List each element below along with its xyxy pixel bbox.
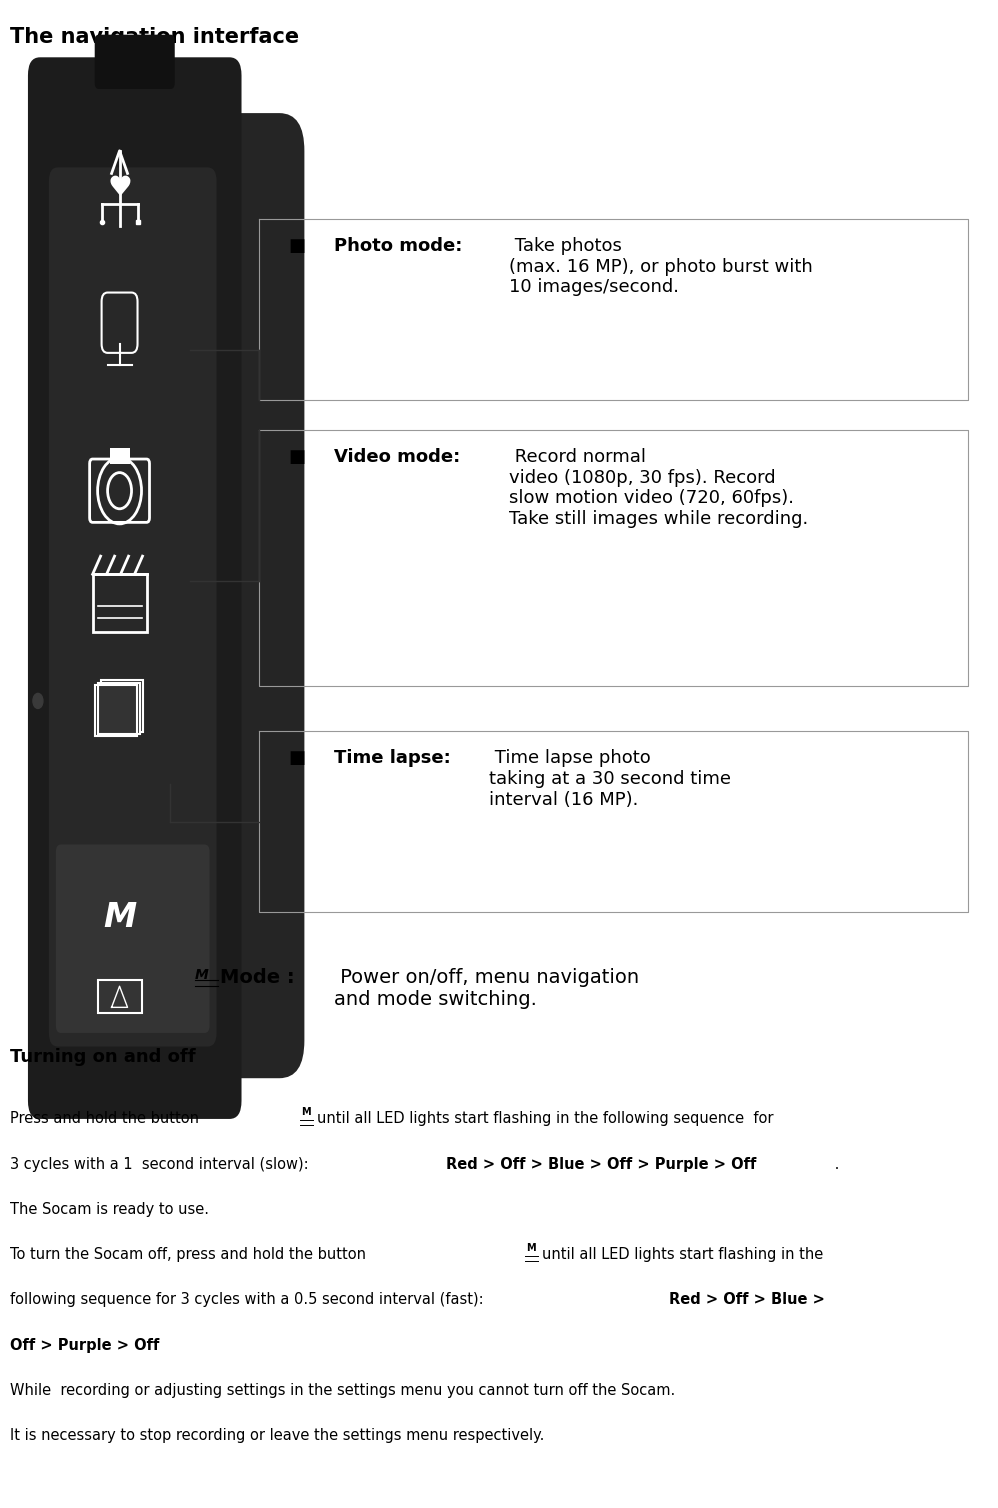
Text: until all LED lights start flashing in the: until all LED lights start flashing in t… (542, 1247, 823, 1262)
Text: Photo mode:: Photo mode: (334, 237, 463, 255)
Text: ■: ■ (289, 448, 312, 466)
Text: ■: ■ (289, 237, 312, 255)
Text: until all LED lights start flashing in the following sequence  for: until all LED lights start flashing in t… (317, 1111, 773, 1126)
Text: M: M (526, 1243, 536, 1253)
FancyBboxPatch shape (95, 35, 175, 89)
Text: Red > Off > Blue > Off > Purple > Off: Red > Off > Blue > Off > Purple > Off (446, 1157, 756, 1172)
Text: 3 cycles with a 1  second interval (slow):: 3 cycles with a 1 second interval (slow)… (10, 1157, 313, 1172)
FancyBboxPatch shape (49, 167, 217, 1047)
FancyBboxPatch shape (56, 844, 210, 1033)
Text: It is necessary to stop recording or leave the settings menu respectively.: It is necessary to stop recording or lea… (10, 1428, 544, 1443)
Circle shape (33, 694, 43, 709)
Bar (93, 575, 147, 632)
Text: Video mode:: Video mode: (334, 448, 461, 466)
FancyBboxPatch shape (101, 680, 143, 731)
Text: following sequence for 3 cycles with a 0.5 second interval (fast):: following sequence for 3 cycles with a 0… (10, 1292, 488, 1307)
Text: M: M (195, 968, 209, 982)
Text: Time lapse photo
taking at a 30 second time
interval (16 MP).: Time lapse photo taking at a 30 second t… (489, 749, 731, 810)
Text: The navigation interface: The navigation interface (10, 27, 299, 47)
Text: Off > Purple > Off: Off > Purple > Off (10, 1338, 160, 1353)
Text: Record normal
video (1080p, 30 fps). Record
slow motion video (720, 60fps).
Take: Record normal video (1080p, 30 fps). Rec… (509, 448, 808, 528)
Text: .: . (830, 1157, 839, 1172)
Text: Time lapse:: Time lapse: (334, 749, 451, 768)
Text: Red > Off > Blue >: Red > Off > Blue > (669, 1292, 824, 1307)
FancyBboxPatch shape (98, 683, 140, 734)
Bar (110, 448, 130, 463)
Text: Turning on and off: Turning on and off (10, 1048, 196, 1066)
FancyBboxPatch shape (190, 113, 304, 1078)
Bar (98, 980, 142, 1013)
Text: ♥: ♥ (107, 175, 132, 202)
Text: The Socam is ready to use.: The Socam is ready to use. (10, 1202, 209, 1217)
Text: Mode :: Mode : (220, 968, 294, 988)
Text: M: M (301, 1107, 311, 1117)
Text: While  recording or adjusting settings in the settings menu you cannot turn off : While recording or adjusting settings in… (10, 1383, 676, 1398)
FancyBboxPatch shape (28, 57, 242, 1119)
Text: To turn the Socam off, press and hold the button: To turn the Socam off, press and hold th… (10, 1247, 375, 1262)
Text: ■: ■ (289, 749, 312, 768)
Text: Take photos
(max. 16 MP), or photo burst with
10 images/second.: Take photos (max. 16 MP), or photo burst… (509, 237, 812, 297)
Text: Power on/off, menu navigation
and mode switching.: Power on/off, menu navigation and mode s… (334, 968, 640, 1009)
Text: Press and hold the button: Press and hold the button (10, 1111, 204, 1126)
Text: M: M (103, 902, 136, 935)
